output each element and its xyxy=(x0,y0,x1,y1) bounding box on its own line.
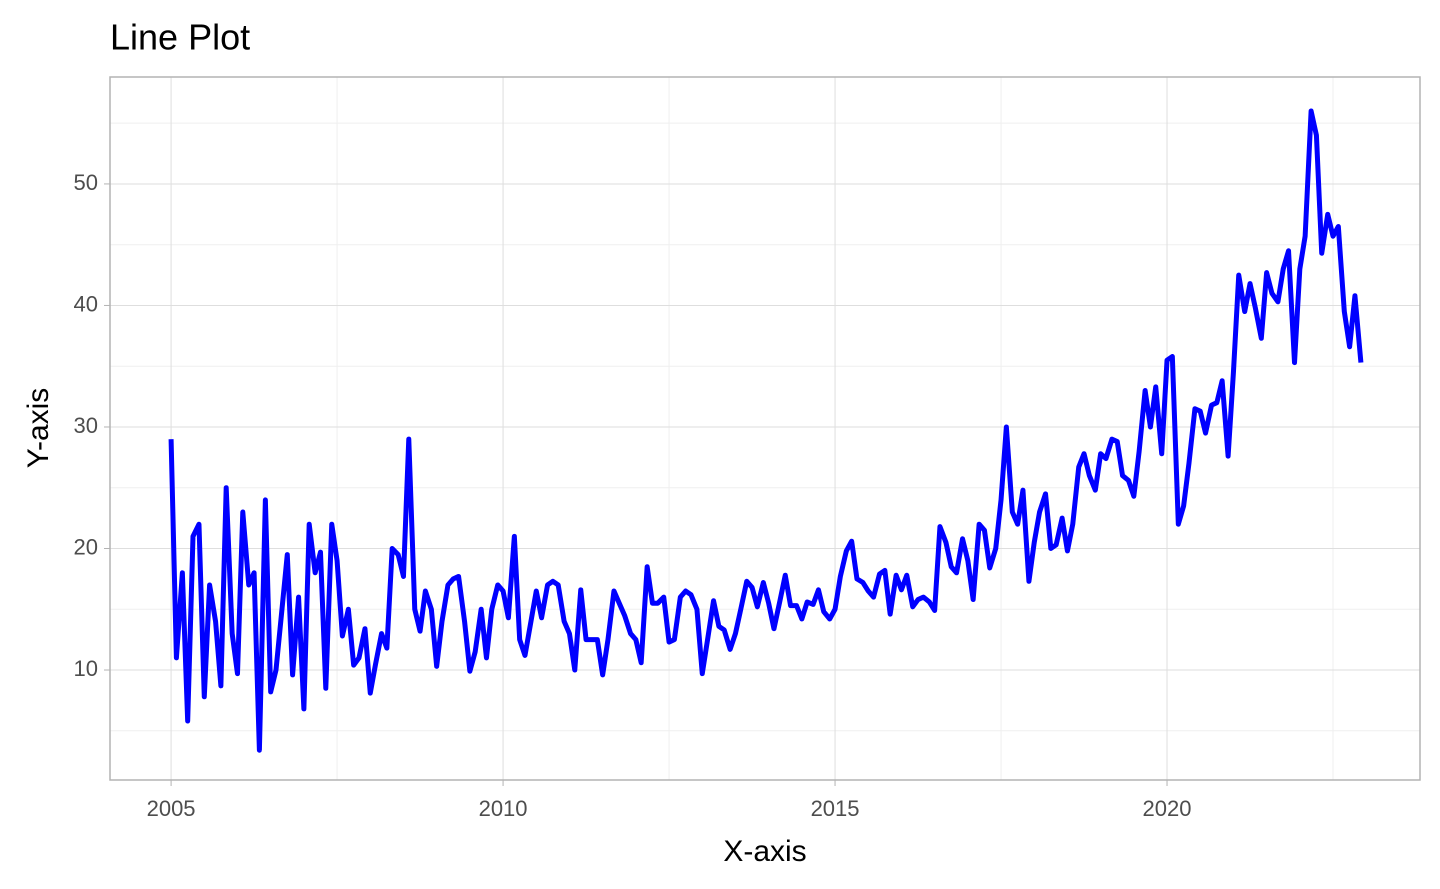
y-axis-label: Y-axis xyxy=(22,388,55,469)
chart-title: Line Plot xyxy=(110,17,250,58)
y-tick-label: 30 xyxy=(74,413,98,438)
x-tick-label: 2005 xyxy=(147,796,196,821)
x-axis-label: X-axis xyxy=(723,835,806,868)
data-line xyxy=(168,108,1364,753)
panel-border xyxy=(109,76,1421,781)
y-tick-label: 20 xyxy=(74,534,98,559)
y-tick-label: 10 xyxy=(74,656,98,681)
x-tick-label: 2020 xyxy=(1143,796,1192,821)
x-tick-label: 2010 xyxy=(479,796,528,821)
x-tick-label: 2015 xyxy=(811,796,860,821)
y-tick-label: 50 xyxy=(74,170,98,195)
y-tick-label: 40 xyxy=(74,291,98,316)
